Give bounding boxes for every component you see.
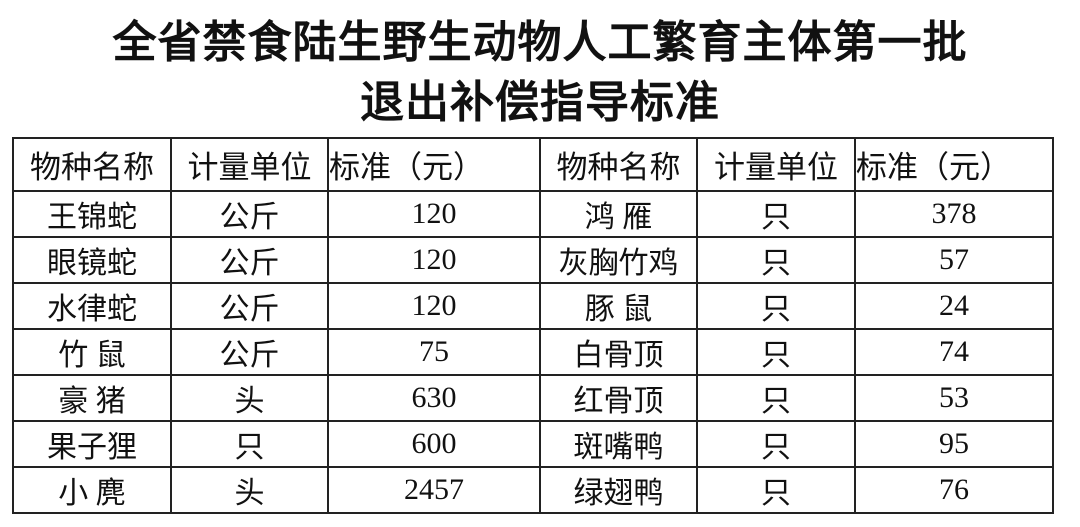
cell-unit: 公斤 [170, 328, 329, 376]
cell-species-name: 斑嘴鸭 [539, 420, 698, 468]
cell-unit: 头 [170, 374, 329, 422]
cell-standard: 76 [854, 466, 1054, 514]
cell-unit: 只 [696, 190, 856, 238]
table-row: 眼镜蛇 公斤 120 灰胸竹鸡只 57 [12, 236, 1054, 284]
cell-unit: 公斤 [170, 282, 329, 330]
cell-species-name: 水律蛇 [12, 282, 172, 330]
cell-unit: 只 [696, 282, 856, 330]
cell-standard: 120 [327, 282, 541, 330]
cell-species-name: 绿翅鸭 [539, 466, 698, 514]
cell-species-name: 眼镜蛇 [12, 236, 172, 284]
cell-unit: 头 [170, 466, 329, 514]
cell-species-name: 豪 猪 [12, 374, 172, 422]
cell-unit: 只 [696, 420, 856, 468]
cell-standard: 57 [854, 236, 1054, 284]
cell-species-name: 小 麂 [12, 466, 172, 514]
table-row: 果子狸只 600 斑嘴鸭只 95 [12, 420, 1054, 468]
document-title-line-2: 退出补偿指导标准 [360, 77, 720, 128]
table-row: 小 麂头 2457 绿翅鸭只 76 [12, 466, 1054, 514]
cell-unit: 只 [696, 328, 856, 376]
cell-unit: 只 [696, 466, 856, 514]
cell-species-name: 王锦蛇 [12, 190, 172, 238]
cell-species-name: 灰胸竹鸡 [539, 236, 698, 284]
table-row: 王锦蛇 公斤 120 鸿 雁只 378 [12, 190, 1054, 238]
header-standard: 标准（元） [854, 137, 1054, 192]
cell-unit: 只 [696, 236, 856, 284]
cell-standard: 120 [327, 236, 541, 284]
header-species-name: 物种名称 [539, 137, 698, 192]
document-title-line-1: 全省禁食陆生野生动物人工繁育主体第一批 [112, 17, 968, 68]
header-unit: 计量单位 [696, 137, 856, 192]
cell-species-name: 果子狸 [12, 420, 172, 468]
table-header-row: 物种名称 计量单位 标准（元） 物种名称 计量单位 标准（元） [12, 137, 1054, 192]
table-row: 水律蛇 公斤 120 豚 鼠只 24 [12, 282, 1054, 330]
cell-unit: 公斤 [170, 236, 329, 284]
cell-unit: 公斤 [170, 190, 329, 238]
cell-standard: 24 [854, 282, 1054, 330]
table-row: 豪 猪头 630 红骨顶只 53 [12, 374, 1054, 422]
cell-standard: 74 [854, 328, 1054, 376]
cell-standard: 630 [327, 374, 541, 422]
cell-unit: 只 [696, 374, 856, 422]
cell-standard: 2457 [327, 466, 541, 514]
cell-standard: 600 [327, 420, 541, 468]
cell-standard: 95 [854, 420, 1054, 468]
cell-standard: 378 [854, 190, 1054, 238]
cell-standard: 75 [327, 328, 541, 376]
table-row: 竹 鼠公斤 75 白骨顶只 74 [12, 328, 1054, 376]
cell-unit: 只 [170, 420, 329, 468]
cell-species-name: 白骨顶 [539, 328, 698, 376]
compensation-standards-table: 物种名称 计量单位 标准（元） 物种名称 计量单位 标准（元） 王锦蛇 公斤 120… [12, 137, 1054, 514]
cell-species-name: 豚 鼠 [539, 282, 698, 330]
header-unit: 计量单位 [170, 137, 329, 192]
cell-standard: 53 [854, 374, 1054, 422]
header-species-name: 物种名称 [12, 137, 172, 192]
cell-species-name: 竹 鼠 [12, 328, 172, 376]
cell-species-name: 鸿 雁 [539, 190, 698, 238]
cell-species-name: 红骨顶 [539, 374, 698, 422]
header-standard: 标准（元） [327, 137, 541, 192]
cell-standard: 120 [327, 190, 541, 238]
